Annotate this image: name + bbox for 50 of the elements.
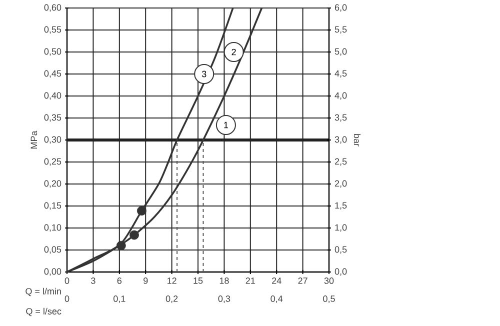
x-tick-label: 24: [272, 278, 282, 284]
y-tick-label: 0,20: [44, 180, 62, 188]
x2-tick-label: 0: [64, 296, 70, 302]
x-tick-label: 27: [298, 278, 308, 284]
y-tick-label: 0,30: [44, 136, 62, 144]
x-tick-label: 30: [324, 278, 334, 284]
y2-tick-label: 4,0: [334, 92, 347, 100]
y2-tick-label: 1,0: [335, 224, 347, 232]
y2-tick-label: 2,5: [334, 158, 347, 166]
y-axis-title: MPa: [30, 130, 38, 149]
y-tick-label: 0,10: [44, 224, 62, 232]
y2-tick-label: 1,5: [335, 202, 347, 210]
y-tick-label: 0,55: [44, 26, 62, 34]
annotation: 2: [232, 48, 236, 56]
y-tick-label: 0,45: [44, 70, 62, 78]
x-tick-label: 0: [64, 278, 70, 284]
y2-tick-label: 0,5: [334, 246, 347, 254]
x-axis-title: Q = l/min: [26, 288, 61, 296]
x2-tick-label: 0,4: [270, 296, 283, 303]
y2-tick-label: 5,0: [334, 48, 347, 56]
x-tick-label: 3: [91, 278, 96, 284]
x-tick-label: 18: [220, 278, 229, 284]
y2-tick-label: 0,0: [334, 268, 347, 276]
y2-tick-label: 2,0: [334, 180, 347, 188]
y-tick-label: 0,00: [44, 268, 62, 276]
y-tick-label: 0,35: [44, 114, 62, 122]
y2-tick-label: 3,5: [334, 114, 347, 122]
x-tick-label: 15: [194, 278, 203, 284]
y-tick-label: 0,60: [44, 4, 62, 12]
x-tick-label: 6: [117, 278, 122, 284]
y-tick-label: 0,05: [44, 246, 62, 254]
y2-tick-label: 5,5: [334, 26, 347, 34]
x-tick-label: 12: [167, 278, 176, 284]
y-tick-label: 0,25: [44, 158, 62, 166]
y2-tick-label: 6,0: [334, 4, 347, 12]
y-tick-label: 0,40: [44, 92, 62, 100]
x2-tick-label: 0,3: [218, 296, 230, 303]
x2-tick-label: 0,1: [113, 296, 126, 303]
y-tick-label: 0,15: [44, 202, 62, 210]
annotation: 1: [224, 122, 228, 128]
y2-tick-label: 4,5: [334, 70, 347, 78]
y2-tick-label: 3,0: [334, 136, 347, 144]
x-tick-label: 21: [246, 278, 255, 284]
annotation: 3: [202, 70, 206, 78]
y2-axis-title: bar: [354, 134, 361, 146]
y-tick-label: 0,50: [44, 48, 62, 56]
x2-tick-label: 0,5: [323, 296, 335, 303]
x-tick-label: 9: [144, 278, 148, 284]
x2-tick-label: 0,2: [166, 296, 178, 303]
x2-axis-title: Q = l/sec: [26, 308, 62, 316]
